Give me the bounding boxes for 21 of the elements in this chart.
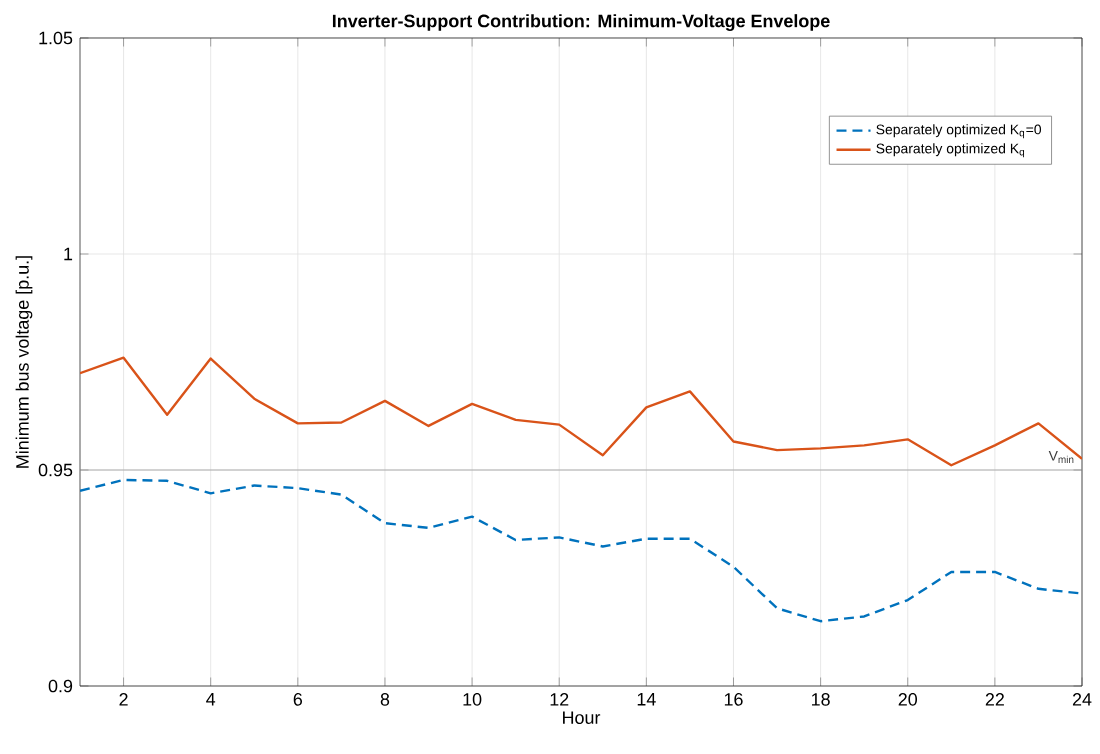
x-tick-label: 16	[724, 693, 743, 706]
line-series	[80, 478, 1083, 623]
x-tick-label: 6	[293, 693, 303, 706]
x-tick-label: 18	[812, 693, 830, 706]
x-tick-label: 12	[550, 693, 569, 706]
x-tick-label: 10	[463, 693, 482, 706]
x-tick-label: 4	[206, 693, 216, 706]
y-tick-label: 1	[64, 247, 73, 261]
y-tick-label: 1.05	[39, 31, 73, 45]
y-tick-label: 0.95	[38, 463, 73, 477]
x-tick-label: 20	[898, 693, 918, 706]
x-tick-label: 8	[380, 693, 390, 706]
chart-title: Inverter-Support Contribution: Minimum-Voltage Envelope	[332, 14, 830, 31]
x-axis-title: Hour	[563, 711, 601, 724]
y-tick-label: 0.9	[48, 679, 73, 693]
x-tick-label: 24	[1072, 693, 1092, 706]
y-axis-title: Minimum bus voltage [p.u.]	[15, 256, 33, 468]
line-series	[80, 356, 1083, 467]
x-tick-label: 2	[119, 693, 128, 706]
x-tick-label: 22	[985, 693, 1004, 706]
x-tick-label: 14	[637, 693, 656, 706]
